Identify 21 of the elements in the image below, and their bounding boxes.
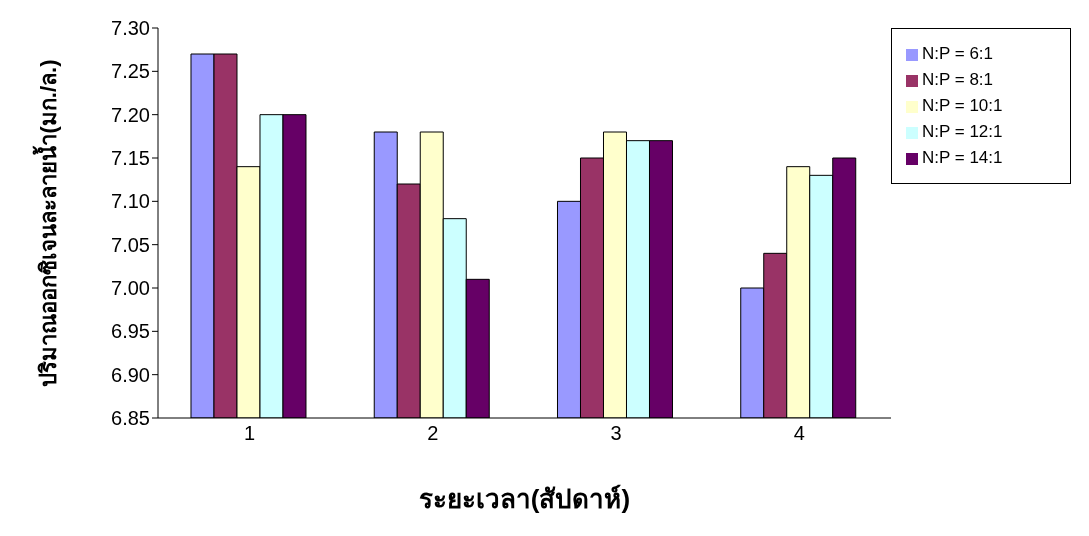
legend-label: N:P = 8:1 — [922, 70, 994, 89]
y-tick-label: 6.95 — [111, 320, 150, 343]
y-tick-label: 6.85 — [111, 407, 150, 430]
legend-label: N:P = 14:1 — [922, 148, 1003, 167]
legend-label: N:P = 10:1 — [922, 96, 1003, 115]
y-tick-label: 7.15 — [111, 147, 150, 170]
y-tick-label: 7.10 — [111, 190, 150, 213]
y-tick-label: 7.30 — [111, 17, 150, 40]
x-tick-label: 1 — [244, 422, 256, 445]
y-axis-title: ปริมาณออกซิเจนละลายน้ำ(มก./ล.) — [31, 59, 61, 387]
x-tick-label: 3 — [610, 422, 622, 445]
legend-label: N:P = 6:1 — [922, 44, 994, 63]
x-tick-label: 2 — [427, 422, 439, 445]
y-tick-label: 7.00 — [111, 277, 150, 300]
y-tick-label: 7.05 — [111, 233, 150, 256]
legend-label: N:P = 12:1 — [922, 122, 1003, 141]
x-axis-title: ระยะเวลา(สัปดาห์) — [418, 484, 631, 514]
y-tick-label: 7.25 — [111, 60, 150, 83]
x-tick-label: 4 — [793, 422, 805, 445]
y-tick-label: 6.90 — [111, 363, 150, 386]
y-tick-label: 7.20 — [111, 103, 150, 126]
